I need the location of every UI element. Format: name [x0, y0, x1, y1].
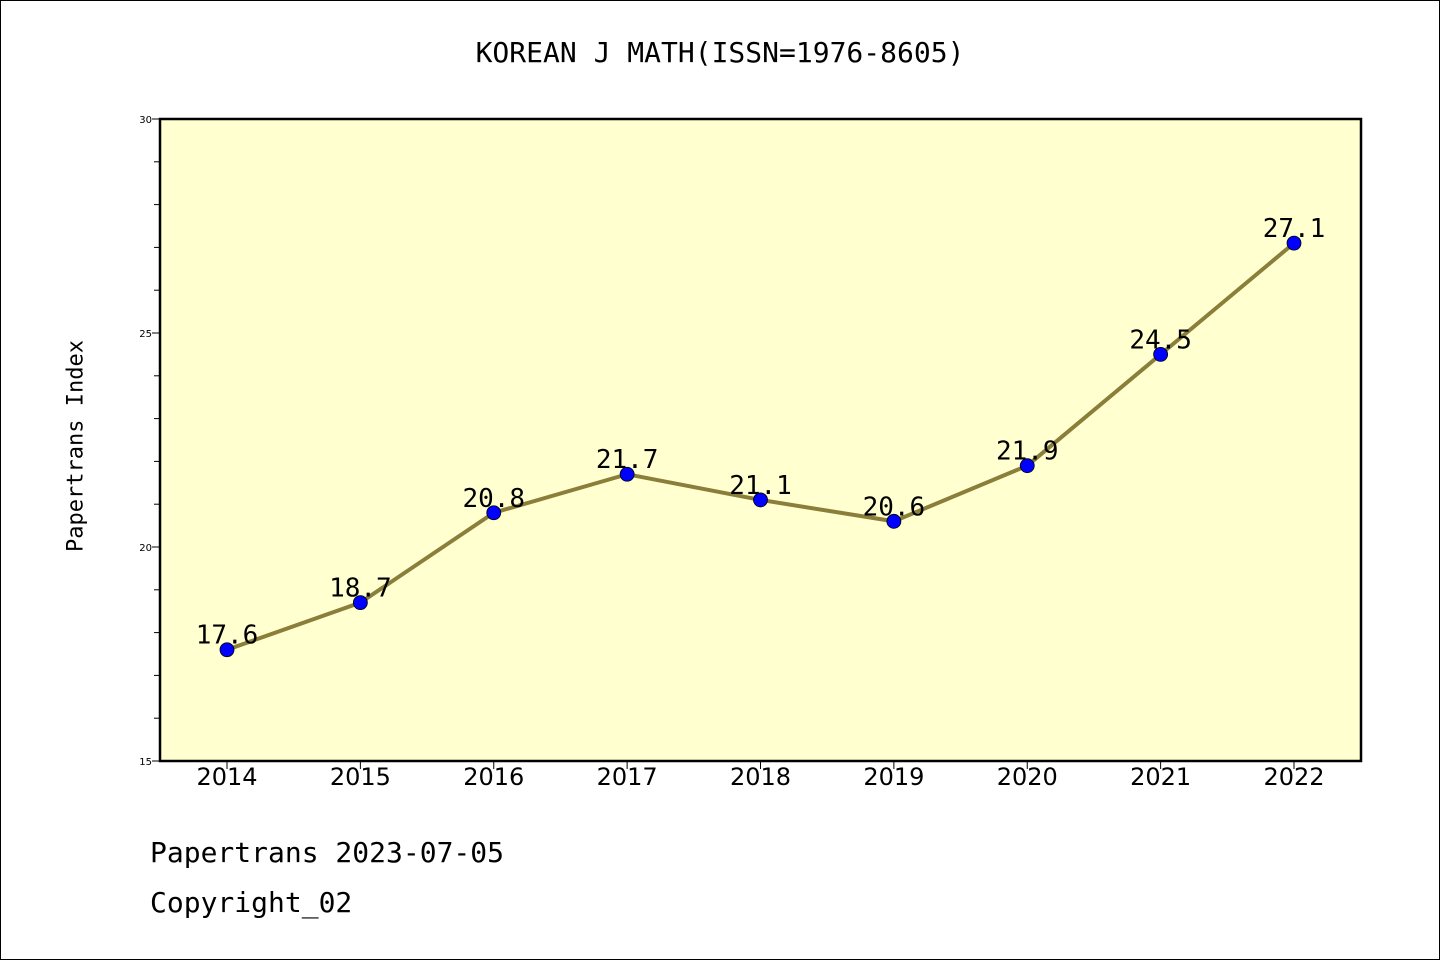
x-tick-label: 2021: [1130, 763, 1191, 791]
data-point: [352, 595, 368, 611]
x-tick-label: 2017: [597, 763, 658, 791]
x-tick-label: 2018: [730, 763, 791, 791]
x-tick-label: 2016: [463, 763, 524, 791]
data-point: [753, 492, 768, 508]
y-tick-label: 25: [139, 329, 152, 340]
data-point: [219, 642, 235, 658]
data-point: [486, 505, 502, 521]
data-point: [619, 466, 635, 482]
footer-copyright: Copyright_02: [150, 886, 353, 919]
plot-area: [160, 119, 1361, 761]
x-tick-label: 2020: [997, 763, 1058, 791]
x-tick-label: 2014: [196, 763, 257, 791]
y-tick-label: 20: [139, 543, 152, 554]
plot-border: [158, 117, 1363, 763]
data-point: [1286, 235, 1302, 251]
data-point: [886, 513, 902, 529]
data-point: [1153, 346, 1169, 362]
y-tick-label: 15: [139, 757, 152, 768]
x-tick-label: 2022: [1263, 763, 1324, 791]
footer-date: Papertrans 2023-07-05: [150, 836, 505, 869]
chart-title: KOREAN J MATH(ISSN=1976-8605): [475, 36, 965, 69]
x-tick-label: 2019: [863, 763, 924, 791]
y-tick-label: 30: [139, 115, 152, 126]
x-tick-label: 2015: [330, 763, 391, 791]
data-point: [1019, 458, 1035, 474]
